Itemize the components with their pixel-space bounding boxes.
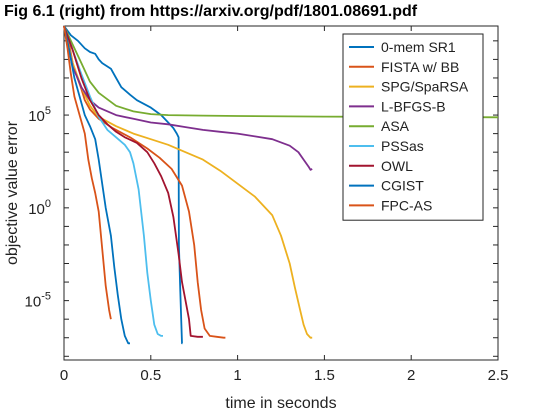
- series-line-cgist: [63, 25, 130, 345]
- series-line-pssas: [63, 25, 163, 337]
- legend: 0-mem SR1 FISTA w/ BB SPG/SpaRSA L-BFGS-B AS…: [342, 33, 484, 221]
- legend-label: PSSas: [381, 138, 424, 154]
- legend-label: L-BFGS-B: [381, 98, 446, 114]
- series-line-asa: [63, 25, 499, 119]
- legend-label: ASA: [381, 118, 410, 134]
- x-tick-label: 2.5: [488, 367, 509, 384]
- series-line-fpc-as: [63, 25, 112, 320]
- y-tick-exponent: 5: [45, 105, 51, 117]
- chart-title: Fig 6.1 (right) from https://arxiv.org/p…: [4, 3, 418, 20]
- series-line-fista-w-bb: [63, 25, 226, 339]
- legend-label: OWL: [381, 158, 413, 174]
- y-axis-title: objective value error: [4, 120, 21, 265]
- x-tick-label: 0.5: [140, 367, 161, 384]
- x-tick-label: 2: [407, 367, 415, 384]
- y-tick-label: 105: [28, 105, 51, 125]
- legend-label: FISTA w/ BB: [381, 59, 459, 75]
- y-tick-base: 10: [28, 201, 45, 218]
- y-tick-base: 10: [25, 294, 42, 311]
- x-tick-label: 1.5: [314, 367, 335, 384]
- legend-label: FPC-AS: [381, 197, 432, 213]
- y-tick-label: 10-5: [25, 291, 51, 311]
- x-tick-label: 0: [60, 367, 68, 384]
- legend-label: 0-mem SR1: [381, 39, 456, 55]
- y-tick-base: 10: [28, 108, 45, 125]
- series-line-spg-sparsa: [63, 25, 313, 339]
- series-line-owl: [63, 25, 203, 338]
- y-tick-label: 100: [28, 198, 51, 218]
- legend-label: CGIST: [381, 178, 424, 194]
- y-tick-exponent: 0: [45, 198, 51, 210]
- series-layer: [63, 25, 499, 345]
- y-tick-exponent: -5: [41, 291, 51, 303]
- series-line-l-bfgs-b: [63, 25, 313, 171]
- legend-label: SPG/SpaRSA: [381, 79, 469, 95]
- plot-frame: [63, 25, 499, 361]
- x-tick-label: 1: [233, 367, 241, 384]
- x-axis-title: time in seconds: [225, 395, 336, 410]
